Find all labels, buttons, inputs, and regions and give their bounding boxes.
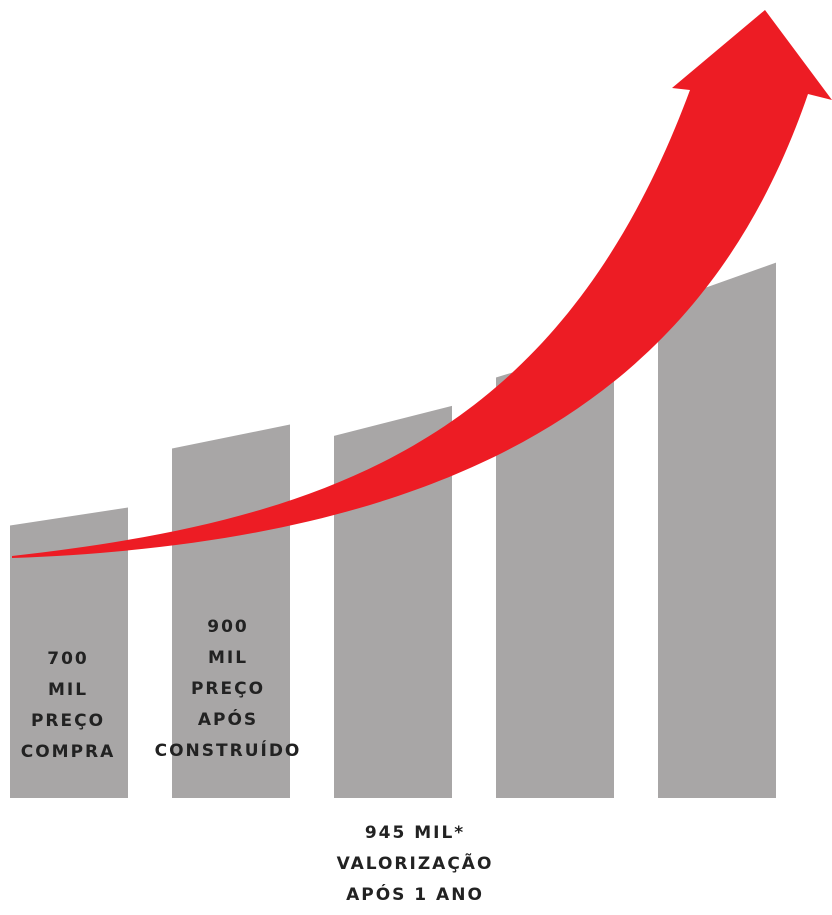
caption-line: APÓS 1 ANO: [346, 885, 484, 905]
bar-label-line: CONSTRUÍDO: [154, 741, 302, 761]
bar-label-line: PREÇO: [30, 711, 106, 731]
bar-label-line: APÓS: [197, 710, 259, 730]
bar-label-line: MIL: [207, 648, 249, 668]
bars: [10, 262, 776, 798]
caption-line: VALORIZAÇÃO: [336, 854, 494, 874]
bar-label-line: 700: [47, 649, 89, 669]
bar-1: [10, 507, 128, 798]
bar-label-line: PREÇO: [190, 679, 266, 699]
bar-label-line: 900: [207, 617, 249, 637]
bar-label-line: COMPRA: [20, 742, 116, 762]
bar-label-line: MIL: [47, 680, 89, 700]
bar-label-built: 900 MIL PREÇO APÓS CONSTRUÍDO: [148, 612, 308, 767]
growth-arrow-icon: [12, 10, 832, 558]
bar-label-purchase: 700 MIL PREÇO COMPRA: [8, 644, 128, 768]
bar-4: [496, 341, 614, 798]
bar-5: [658, 262, 776, 798]
valuation-caption: 945 MIL* VALORIZAÇÃO APÓS 1 ANO: [290, 818, 540, 911]
caption-line: 945 MIL*: [364, 823, 466, 843]
